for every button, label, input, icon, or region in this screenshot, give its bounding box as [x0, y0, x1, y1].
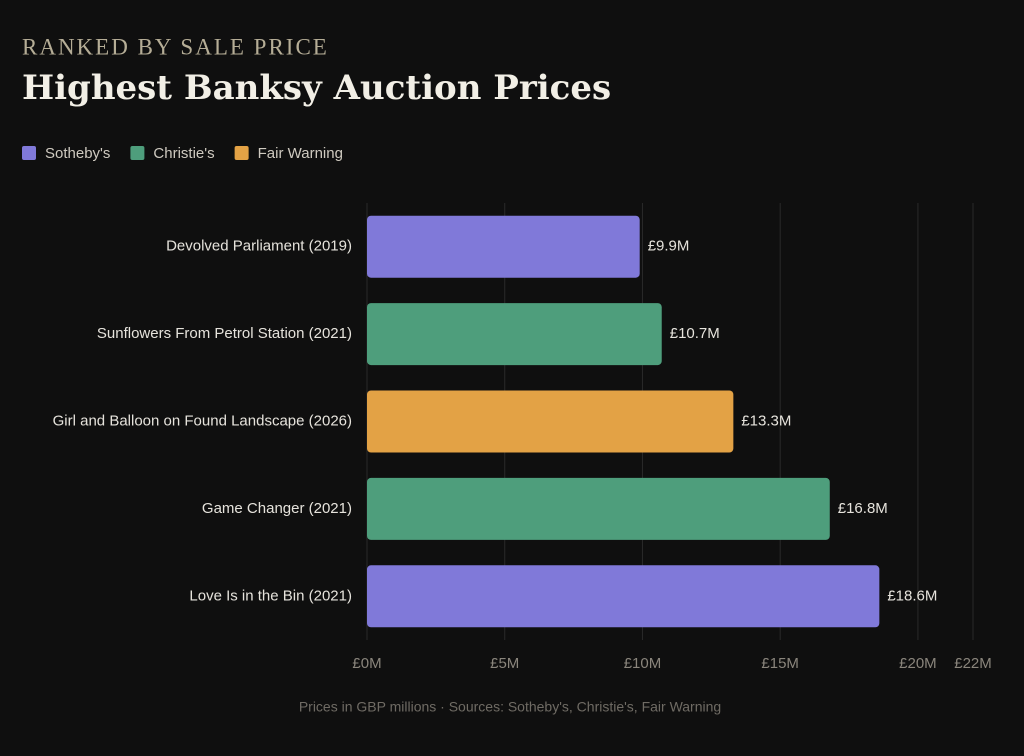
value-label: £9.9M: [648, 238, 690, 255]
bar: [367, 565, 880, 628]
y-tick-label: Devolved Parliament (2019): [166, 238, 352, 255]
bar: [367, 390, 734, 453]
y-tick-label: Sunflowers From Petrol Station (2021): [97, 325, 352, 342]
value-label: £18.6M: [887, 587, 937, 604]
footnote: Prices in GBP millions · Sources: Sotheb…: [299, 699, 721, 715]
x-tick-label: £20M: [899, 655, 937, 672]
legend-swatch: [22, 146, 36, 160]
value-label: £16.8M: [838, 500, 888, 517]
x-tick-label: £0M: [352, 655, 381, 672]
x-tick-label: £15M: [761, 655, 799, 672]
bar: [367, 477, 830, 540]
legend-label: Sotheby's: [45, 145, 110, 162]
y-tick-label: Girl and Balloon on Found Landscape (202…: [53, 412, 352, 429]
chart-subtitle: RANKED BY SALE PRICE: [22, 34, 329, 59]
legend-swatch: [130, 146, 145, 160]
legend-label: Christie's: [153, 145, 214, 162]
x-tick-label: £5M: [490, 655, 519, 672]
value-label: £13.3M: [741, 412, 791, 429]
y-tick-label: Game Changer (2021): [202, 500, 352, 517]
bar: [367, 215, 640, 278]
legend-swatch: [234, 146, 249, 160]
bar: [367, 303, 662, 366]
x-tick-label: £10M: [624, 655, 662, 672]
value-label: £10.7M: [670, 325, 720, 342]
x-tick-label: £22M: [954, 655, 992, 672]
chart-title: Highest Banksy Auction Prices: [22, 68, 611, 108]
y-tick-label: Love Is in the Bin (2021): [189, 587, 352, 604]
legend-label: Fair Warning: [258, 145, 343, 162]
